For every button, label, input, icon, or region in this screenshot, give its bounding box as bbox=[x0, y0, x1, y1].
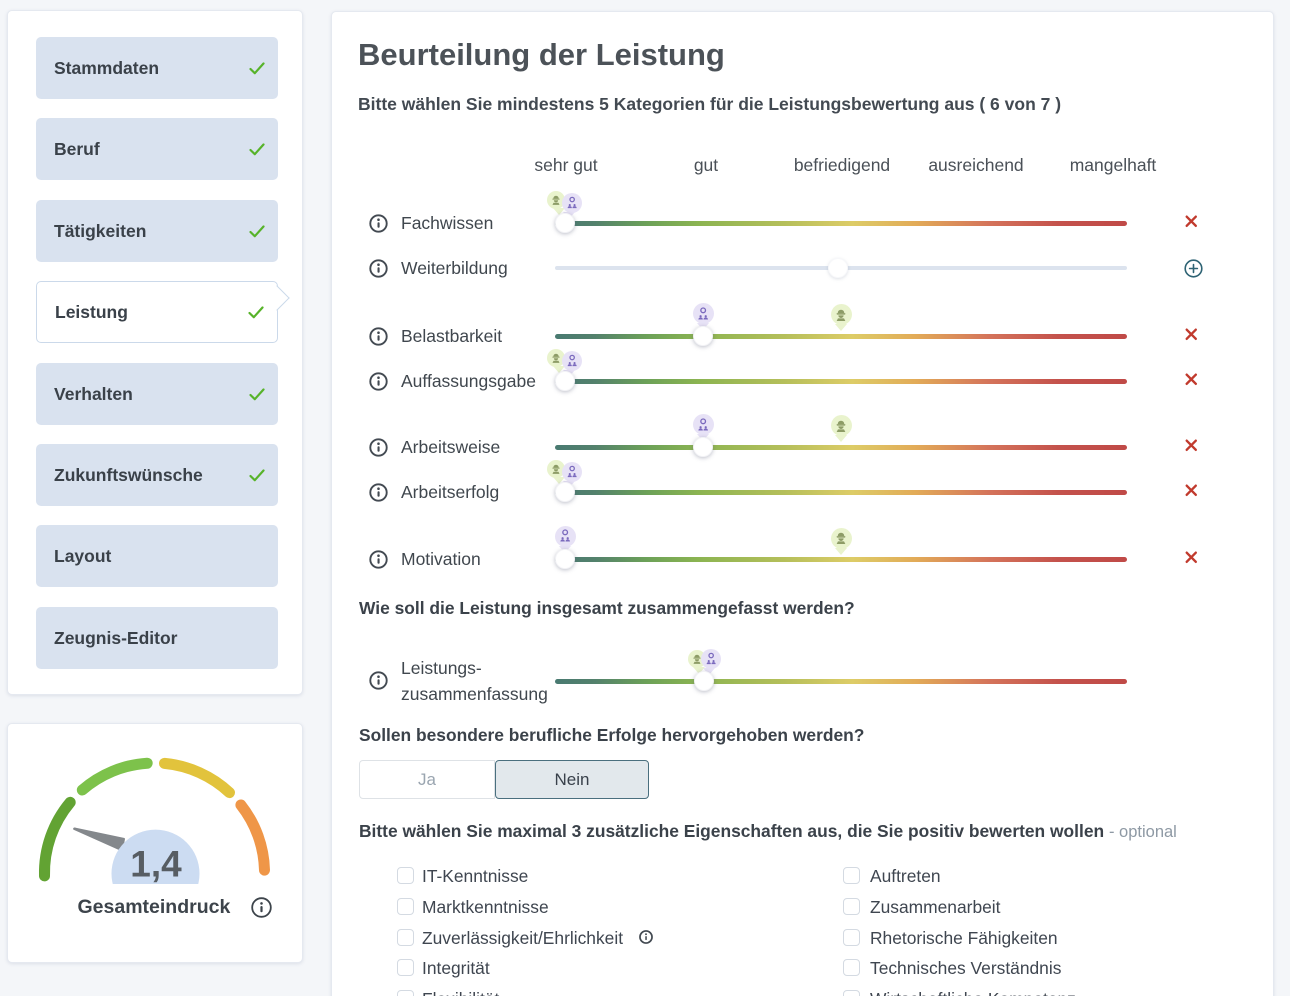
svg-text:1,4: 1,4 bbox=[130, 844, 182, 885]
